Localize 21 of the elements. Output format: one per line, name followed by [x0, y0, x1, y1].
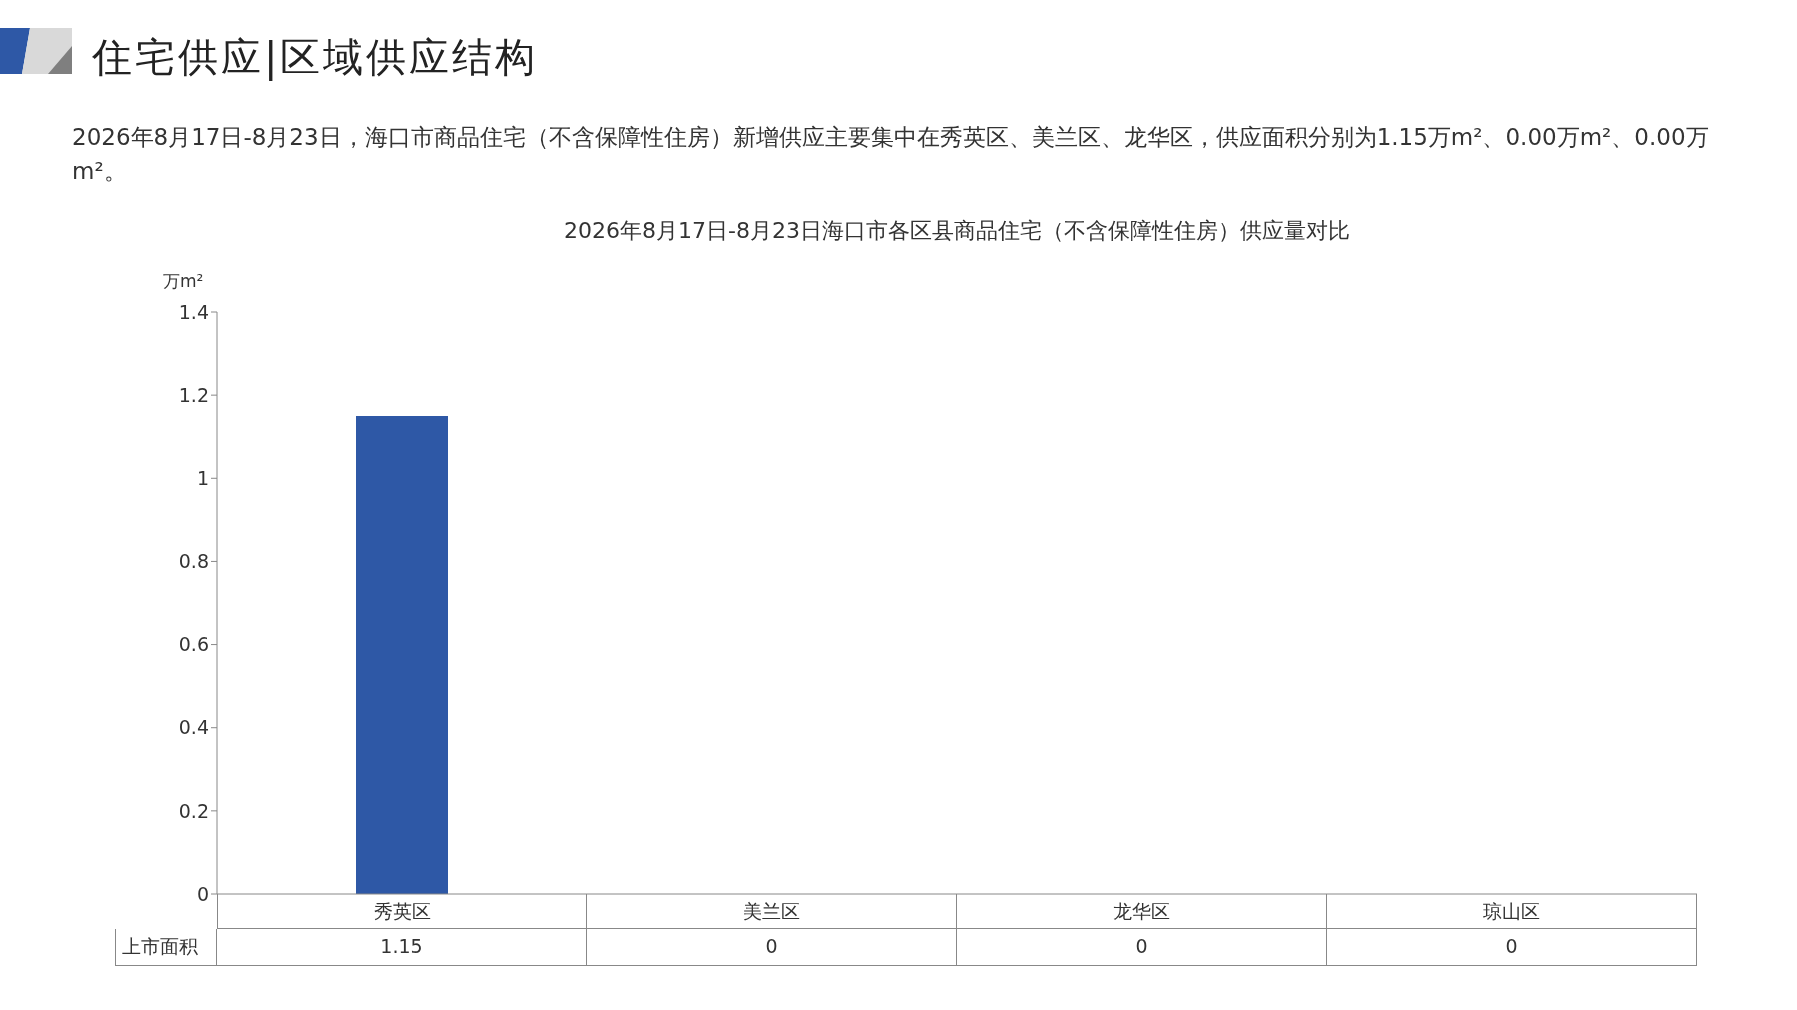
data-label: 1.15 — [217, 929, 587, 966]
x-tick-label: 美兰区 — [587, 894, 957, 929]
x-tick-label: 龙华区 — [957, 894, 1327, 929]
y-tick-label: 1.2 — [178, 383, 209, 406]
y-tick-label: 0.6 — [178, 633, 209, 656]
data-label: 0 — [587, 929, 957, 966]
x-tick-label: 秀英区 — [217, 894, 587, 929]
data-label: 0 — [957, 929, 1327, 966]
data-label: 0 — [1327, 929, 1697, 966]
y-tick-label: 1.4 — [178, 300, 209, 323]
y-tick-label: 0.4 — [178, 716, 209, 739]
chart-subtitle: 2026年8月17日-8月23日，海口市商品住宅（不含保障性住房）新增供应主要集中在秀英区、美兰区、龙华区，供应面积分别为1.15万m²、0.00万m²、0.00万m²。 — [72, 123, 1710, 186]
text: 2026年8月17日-8月23日海口市各区县商品住宅（不含保障性住房）供应量对比 — [563, 217, 1351, 245]
chart-title: 住宅供应|区域供应结构 — [92, 33, 539, 83]
y-tick-label: 0.8 — [178, 550, 209, 573]
y-tick-label: 0 — [196, 882, 209, 905]
y-axis-title: 万m² — [163, 270, 204, 293]
y-tick-label: 0.2 — [178, 799, 209, 822]
x-tick-label: 琼山区 — [1327, 894, 1697, 929]
y-tick-label: 1 — [196, 467, 209, 490]
text: 上市面积 — [115, 929, 217, 966]
